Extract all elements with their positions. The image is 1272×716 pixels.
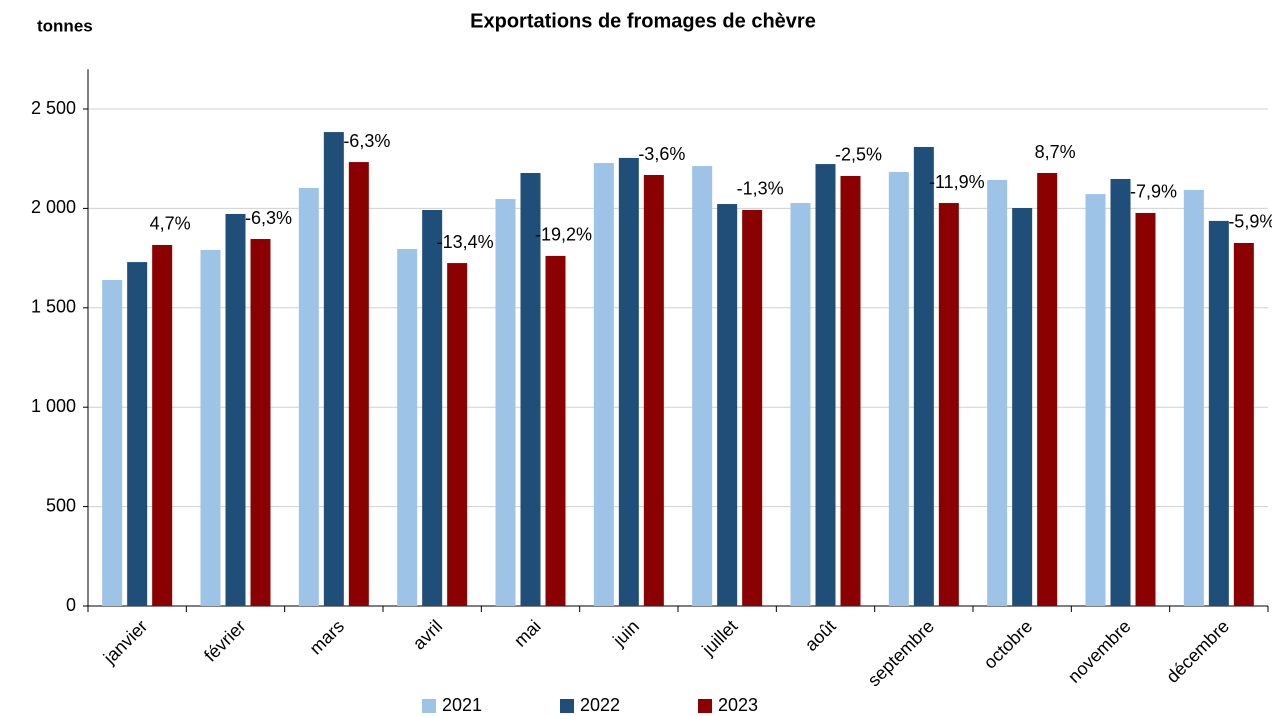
x-tick-label: décembre <box>1162 616 1233 687</box>
x-tick-label: février <box>200 616 250 666</box>
chart-title: Exportations de fromages de chèvre <box>470 10 816 32</box>
bar <box>938 203 959 606</box>
bar <box>348 162 369 607</box>
bar <box>790 203 811 606</box>
data-annotation: -3,6% <box>638 144 685 164</box>
data-annotation: -11,9% <box>929 172 985 192</box>
bar <box>593 163 614 606</box>
bar <box>397 248 418 606</box>
data-annotation: -6,3% <box>245 208 292 228</box>
legend-swatch <box>422 699 436 713</box>
bar <box>1012 208 1033 607</box>
legend-label: 2022 <box>580 695 620 715</box>
bar <box>323 132 344 607</box>
bar <box>545 255 566 606</box>
legend-swatch <box>560 699 574 713</box>
x-tick-label: juin <box>608 616 643 651</box>
y-tick-label: 1 000 <box>31 396 76 416</box>
x-tick-label: mai <box>510 616 545 651</box>
bar <box>692 166 713 606</box>
bar <box>840 175 861 606</box>
bar <box>102 279 123 606</box>
data-annotation: 8,7% <box>1035 142 1076 162</box>
bar <box>913 146 934 606</box>
y-tick-label: 2 500 <box>31 98 76 118</box>
x-tick-label: novembre <box>1064 616 1135 687</box>
bar <box>1135 212 1156 606</box>
data-annotation: -1,3% <box>737 179 784 199</box>
bar <box>1110 178 1131 606</box>
bar <box>717 204 738 606</box>
bar <box>152 244 173 607</box>
bar <box>1183 189 1204 606</box>
bar <box>1085 194 1106 606</box>
data-annotation: -2,5% <box>835 145 882 165</box>
y-tick-label: 2 000 <box>31 197 76 217</box>
y-tick-label: 1 500 <box>31 297 76 317</box>
x-tick-label: janvier <box>99 616 151 668</box>
x-tick-label: mars <box>306 616 348 658</box>
bar <box>127 262 148 606</box>
bar <box>250 239 271 606</box>
bar <box>447 263 468 606</box>
bar <box>1037 173 1058 606</box>
bar <box>643 175 664 607</box>
bar <box>422 209 443 606</box>
x-tick-label: août <box>801 616 840 655</box>
bar <box>815 164 836 606</box>
bar <box>742 209 763 606</box>
bar <box>1208 220 1229 607</box>
x-tick-label: octobre <box>980 616 1037 673</box>
bar <box>225 213 246 606</box>
data-annotation: -19,2% <box>535 225 592 245</box>
y-tick-label: 0 <box>66 595 76 615</box>
bar <box>200 249 221 606</box>
x-tick-label: avril <box>409 616 446 653</box>
data-annotation: -13,4% <box>437 232 494 252</box>
data-annotation: -5,9% <box>1228 212 1272 232</box>
y-tick-label: 500 <box>46 495 76 515</box>
bar <box>618 157 639 607</box>
bar <box>987 179 1008 606</box>
data-annotation: -7,9% <box>1130 182 1177 202</box>
legend-label: 2021 <box>442 695 482 715</box>
data-annotation: 4,7% <box>150 214 191 234</box>
bar <box>495 199 516 606</box>
x-tick-label: juillet <box>697 616 741 660</box>
bar <box>298 187 319 607</box>
bar <box>520 173 541 606</box>
y-axis-label: tonnes <box>37 16 93 35</box>
x-tick-label: septembre <box>864 616 938 690</box>
data-annotation: -6,3% <box>343 131 390 151</box>
legend-label: 2023 <box>718 695 758 715</box>
bar <box>1233 242 1254 606</box>
bar <box>888 172 909 607</box>
legend-swatch <box>698 699 712 713</box>
